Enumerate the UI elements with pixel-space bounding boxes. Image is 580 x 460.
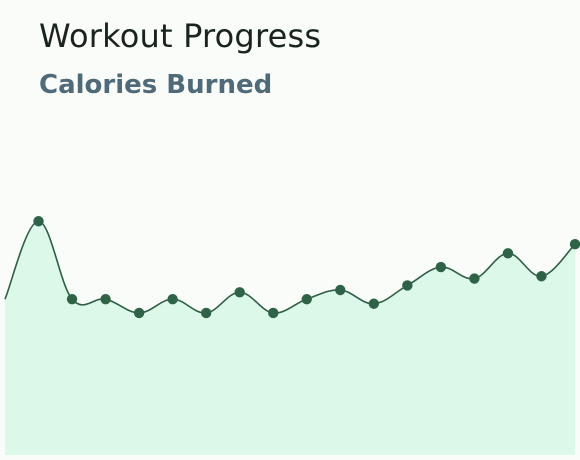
data-point[interactable]: [200, 307, 212, 319]
chart-title: Workout Progress: [39, 17, 322, 55]
data-point[interactable]: [469, 273, 480, 284]
data-point[interactable]: [301, 293, 312, 305]
data-point[interactable]: [335, 284, 346, 296]
data-point[interactable]: [167, 293, 178, 305]
chart-subtitle: Calories Burned: [39, 70, 273, 100]
data-point[interactable]: [435, 261, 447, 273]
data-point[interactable]: [268, 307, 279, 319]
data-point[interactable]: [536, 271, 547, 282]
data-point[interactable]: [66, 293, 78, 305]
data-point[interactable]: [368, 298, 380, 309]
data-point[interactable]: [402, 280, 413, 291]
data-point[interactable]: [100, 293, 111, 305]
area-fill: [5, 221, 575, 455]
data-point[interactable]: [33, 216, 44, 227]
data-point[interactable]: [133, 307, 145, 319]
data-point[interactable]: [502, 248, 514, 259]
data-point[interactable]: [234, 287, 245, 298]
data-point[interactable]: [569, 238, 580, 250]
